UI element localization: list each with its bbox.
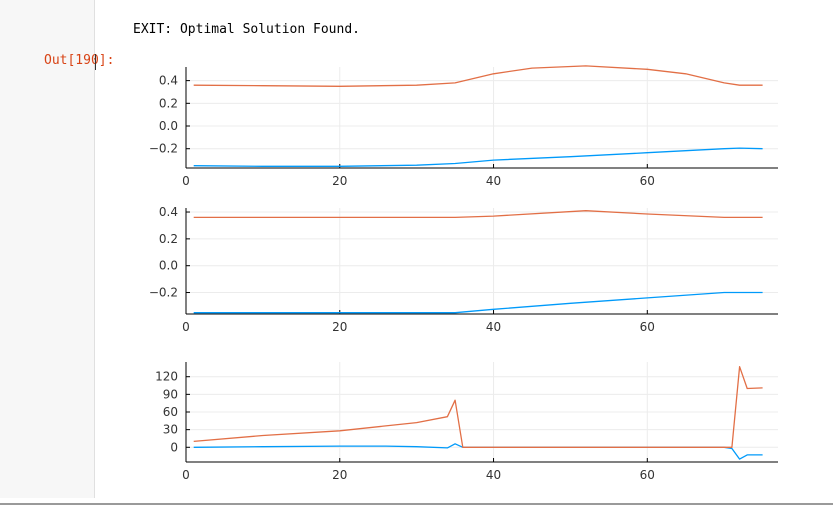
x-tick-label: 20 xyxy=(332,174,347,188)
cell-gutter xyxy=(0,0,95,498)
y-tick-label: −0.2 xyxy=(149,142,178,156)
y-tick-label: 0.0 xyxy=(159,119,178,133)
x-tick-label: 20 xyxy=(332,468,347,482)
stdout-text: EXIT: Optimal Solution Found. xyxy=(133,22,360,37)
series-line-2 xyxy=(193,65,763,87)
y-tick-label: 0.2 xyxy=(159,96,178,110)
y-tick-label: −0.2 xyxy=(149,286,178,300)
y-tick-label: 0.4 xyxy=(159,74,178,88)
y-tick-label: 0.0 xyxy=(159,259,178,273)
y-tick-label: 60 xyxy=(163,405,178,419)
y-tick-label: 0.2 xyxy=(159,232,178,246)
output-prompt: Out[190]: xyxy=(44,53,115,68)
subplot-2: 0 20 40 60 −0.2 0.0 0.2 0.4 xyxy=(149,205,778,334)
y-tick-label: 120 xyxy=(155,370,178,384)
x-tick-label: 60 xyxy=(640,174,655,188)
y-tick-label: 0.4 xyxy=(159,205,178,219)
x-tick-label: 20 xyxy=(332,320,347,334)
x-tick-label: 0 xyxy=(182,320,190,334)
y-tick-label: 30 xyxy=(163,423,178,437)
series-line-2 xyxy=(193,366,763,448)
x-tick-label: 0 xyxy=(182,468,190,482)
subplot-1: 0 20 40 60 −0.2 0.0 0.2 0.4 xyxy=(149,65,778,188)
cell-bottom-border xyxy=(0,503,833,505)
subplot-3: 0 20 40 60 0 30 60 90 120 xyxy=(155,362,778,482)
series-line-1 xyxy=(193,291,763,314)
y-tick-label: 90 xyxy=(163,387,178,401)
x-tick-label: 0 xyxy=(182,174,190,188)
series-line-2 xyxy=(193,210,763,219)
series-line-1 xyxy=(193,443,763,460)
x-tick-label: 60 xyxy=(640,320,655,334)
x-tick-label: 60 xyxy=(640,468,655,482)
y-tick-label: 0 xyxy=(170,440,178,454)
x-tick-label: 40 xyxy=(486,468,501,482)
x-tick-label: 40 xyxy=(486,320,501,334)
series-line-1 xyxy=(193,147,763,167)
text-caret xyxy=(95,54,96,70)
x-tick-label: 40 xyxy=(486,174,501,188)
